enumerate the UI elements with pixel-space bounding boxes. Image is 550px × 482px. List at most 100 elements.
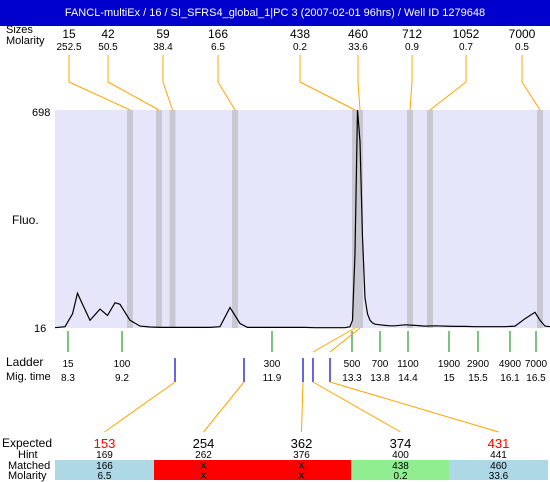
hint-value: 376 [293,450,310,461]
peak-connector [162,81,173,111]
molarity-bottom-label: Molarity [8,470,47,482]
matched-row-label: Matched [8,460,51,472]
hint-value: 400 [392,450,409,461]
ladder-size-label: 1900 [438,359,461,370]
expected-value: 362 [291,436,313,451]
peak-connector [521,81,541,111]
expected-connector [329,381,499,433]
peak-connector [357,81,361,111]
molarity-value: X [298,471,305,480]
peak-molarity-label: 0.9 [405,42,419,53]
peak-molarity-label: 252.5 [56,42,81,53]
peak-molarity-label: 50.5 [98,42,118,53]
hint-value: 169 [96,450,113,461]
result-cell [449,460,548,480]
plot-area [55,110,550,328]
peak-band [232,110,238,328]
ladder-label: Ladder [6,355,44,369]
ladder-size-label: 1100 [397,359,419,370]
window-title: FANCL-multiEx / 16 / SI_SFRS4_global_1|P… [0,0,550,26]
peak-band [357,110,363,328]
peak-connector [429,81,467,111]
result-cell [55,460,154,480]
peak-connector [312,327,356,353]
expected-connector [312,381,401,433]
expected-value: 431 [488,436,510,451]
ladder-time-label: 9.2 [115,373,129,384]
peak-molarity-label: 6.5 [211,42,225,53]
expected-connector [203,381,245,433]
ladder-time-label: 15.5 [468,373,488,384]
expected-value: 254 [193,436,215,451]
ladder-time-label: 16.1 [500,373,520,384]
ladder-time-label: 16.5 [526,373,546,384]
matched-value: 460 [490,461,507,472]
y-max-label: 698 [32,107,51,119]
fluorescence-trace [54,109,550,329]
ladder-size-label: 7000 [525,359,548,370]
ladder-size-label: 15 [62,359,74,370]
peak-molarity-label: 33.6 [348,42,368,53]
molarity-value: 0.2 [394,471,408,480]
ladder-size-label: 700 [372,359,389,370]
peak-size-label: 1052 [453,27,480,41]
peak-size-label: 15 [62,27,76,41]
result-cell [252,460,351,480]
molarity-row-label: Molarity [6,35,45,47]
peak-molarity-label: 38.4 [153,42,173,53]
expected-connector [301,381,304,433]
peak-size-label: 166 [208,27,228,41]
peak-size-label: 438 [290,27,310,41]
peak-size-label: 460 [348,27,368,41]
molarity-value: X [200,471,207,480]
peak-connector [329,327,361,353]
peak-size-label: 712 [402,27,422,41]
peak-connector [107,81,160,111]
fluo-axis-label: Fluo. [12,213,39,227]
peak-size-label: 59 [156,27,170,41]
ladder-size-label: 500 [344,359,361,370]
ladder-time-label: 13.8 [370,373,390,384]
ladder-size-label: 4900 [499,359,522,370]
sizes-row-label: Sizes [6,24,33,36]
peak-band [156,110,162,328]
result-cell [351,460,450,480]
peak-connector [409,81,413,111]
matched-value: 166 [96,461,113,472]
ladder-size-label: 2900 [467,359,490,370]
expected-connector [104,381,176,433]
peak-band [169,110,176,328]
matched-value: X [200,461,207,472]
ladder-time-label: 13.3 [342,373,362,384]
peak-connector [68,81,131,111]
molarity-value: 33.6 [489,471,509,480]
peak-band [537,110,543,328]
peak-band [127,110,133,328]
ladder-time-label: 15 [443,373,455,384]
matched-value: X [298,461,305,472]
expected-row-label: Expected [2,436,53,450]
peak-molarity-label: 0.2 [293,42,307,53]
expected-value: 374 [390,436,412,451]
expected-value: 153 [94,436,116,451]
peak-band [407,110,413,328]
ladder-size-label: 300 [264,359,281,370]
peak-molarity-label: 0.5 [515,42,529,53]
hint-row-label: Hint [18,449,38,461]
peak-size-label: 42 [101,27,115,41]
molarity-value: 6.5 [98,471,112,480]
matched-value: 438 [392,461,409,472]
result-cell [154,460,253,480]
peak-size-label: 7000 [509,27,536,41]
peak-molarity-label: 0.7 [459,42,473,53]
hint-value: 441 [490,450,507,461]
peak-connector [299,81,356,111]
peak-band [427,110,433,328]
peak-connector [217,81,236,111]
ladder-time-label: 8.3 [61,373,75,384]
ladder-time-label: 14.4 [398,373,418,384]
ladder-time-label: 11.9 [263,373,282,384]
y-min-label: 16 [34,323,47,335]
ladder-size-label: 100 [114,359,131,370]
